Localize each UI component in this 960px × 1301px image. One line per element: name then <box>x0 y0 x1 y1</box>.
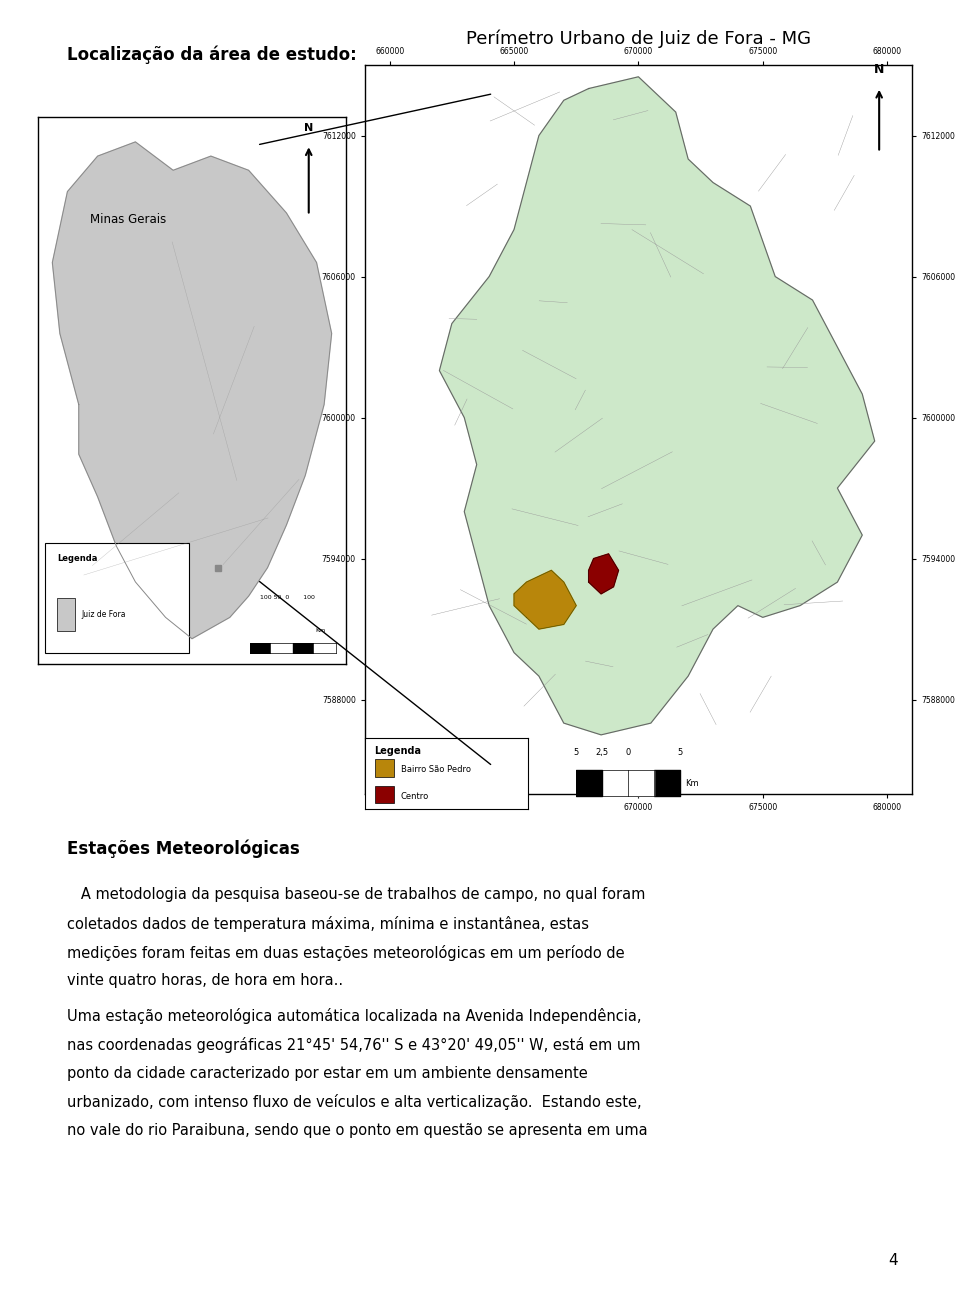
Polygon shape <box>53 142 331 639</box>
Polygon shape <box>440 77 875 735</box>
Text: vinte quatro horas, de hora em hora..: vinte quatro horas, de hora em hora.. <box>67 973 344 989</box>
Bar <box>57 598 75 631</box>
Text: urbanizado, com intenso fluxo de veículos e alta verticalização.  Estando este,: urbanizado, com intenso fluxo de veículo… <box>67 1094 642 1110</box>
Bar <box>374 786 395 804</box>
Text: Minas Gerais: Minas Gerais <box>90 213 166 226</box>
Bar <box>374 760 395 777</box>
Text: Uma estação meteorológica automática localizada na Avenida Independência,: Uma estação meteorológica automática loc… <box>67 1008 641 1024</box>
Text: Juiz de Fora: Juiz de Fora <box>82 610 126 619</box>
Text: nas coordenadas geográficas 21°45' 54,76'' S e 43°20' 49,05'' W, está em um: nas coordenadas geográficas 21°45' 54,76… <box>67 1037 640 1053</box>
Text: 5: 5 <box>573 748 579 757</box>
FancyBboxPatch shape <box>44 544 189 653</box>
Text: 100 50  0       100: 100 50 0 100 <box>259 596 315 601</box>
Text: 4: 4 <box>888 1253 898 1268</box>
Text: ponto da cidade caracterizado por estar em um ambiente densamente: ponto da cidade caracterizado por estar … <box>67 1066 588 1081</box>
Text: Localização da área de estudo:: Localização da área de estudo: <box>67 46 357 64</box>
Polygon shape <box>514 570 576 630</box>
Text: N: N <box>304 124 313 134</box>
Text: Estações Meteorológicas: Estações Meteorológicas <box>67 839 300 857</box>
Text: no vale do rio Paraibuna, sendo que o ponto em questão se apresenta em uma: no vale do rio Paraibuna, sendo que o po… <box>67 1123 648 1138</box>
Text: A metodologia da pesquisa baseou-se de trabalhos de campo, no qual foram: A metodologia da pesquisa baseou-se de t… <box>67 887 645 903</box>
Text: Bairro São Pedro: Bairro São Pedro <box>400 765 470 774</box>
Text: 2,5: 2,5 <box>595 748 609 757</box>
Text: Legenda: Legenda <box>374 747 421 756</box>
Text: 5: 5 <box>677 748 683 757</box>
Text: coletados dados de temperatura máxima, mínima e instantânea, estas: coletados dados de temperatura máxima, m… <box>67 916 589 932</box>
Text: medições foram feitas em duas estações meteorológicas em um período de: medições foram feitas em duas estações m… <box>67 945 625 960</box>
Text: Centro: Centro <box>400 792 429 801</box>
Text: N: N <box>874 62 884 75</box>
Text: 0: 0 <box>625 748 631 757</box>
Text: Legenda: Legenda <box>57 554 97 563</box>
Text: Perímetro Urbano de Juiz de Fora - MG: Perímetro Urbano de Juiz de Fora - MG <box>466 30 811 48</box>
Polygon shape <box>588 554 618 593</box>
Text: Km: Km <box>315 628 325 634</box>
Text: Km: Km <box>684 779 699 787</box>
